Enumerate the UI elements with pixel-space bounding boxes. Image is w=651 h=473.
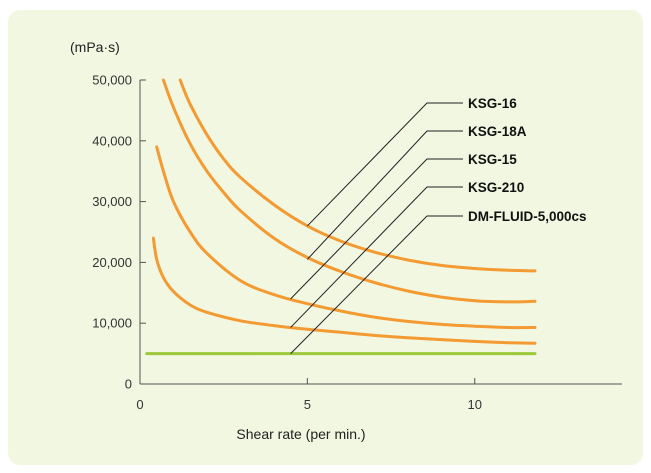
leader-line xyxy=(307,103,463,226)
series-label: KSG-210 xyxy=(468,180,524,195)
x-tick-label: 0 xyxy=(136,397,143,412)
y-tick-label: 50,000 xyxy=(92,73,132,88)
y-tick-label: 30,000 xyxy=(92,194,132,209)
leader-lines: KSG-16 KSG-18A KSG-15 KSG-210 DM-FLUID-5,000… xyxy=(291,96,587,354)
x-tick-label: 5 xyxy=(304,397,311,412)
series-label: KSG-18A xyxy=(468,124,527,139)
y-tick-label: 10,000 xyxy=(92,316,132,331)
ticks: 0 10,000 20,000 30,000 40,000 50,000 0 5 10 xyxy=(92,73,482,413)
leader-line xyxy=(291,216,463,354)
y-axis-label: (mPa·s) xyxy=(70,39,120,55)
series-label: KSG-16 xyxy=(468,96,517,111)
y-tick-label: 20,000 xyxy=(92,255,132,270)
series-label: DM-FLUID-5,000cs xyxy=(468,209,587,224)
leader-line xyxy=(307,131,463,259)
x-axis-label: Shear rate (per min.) xyxy=(236,426,365,442)
y-tick-label: 40,000 xyxy=(92,133,132,148)
series-label: KSG-15 xyxy=(468,152,517,167)
x-tick-label: 10 xyxy=(467,397,481,412)
axes xyxy=(140,80,622,384)
y-tick-label: 0 xyxy=(125,377,132,392)
